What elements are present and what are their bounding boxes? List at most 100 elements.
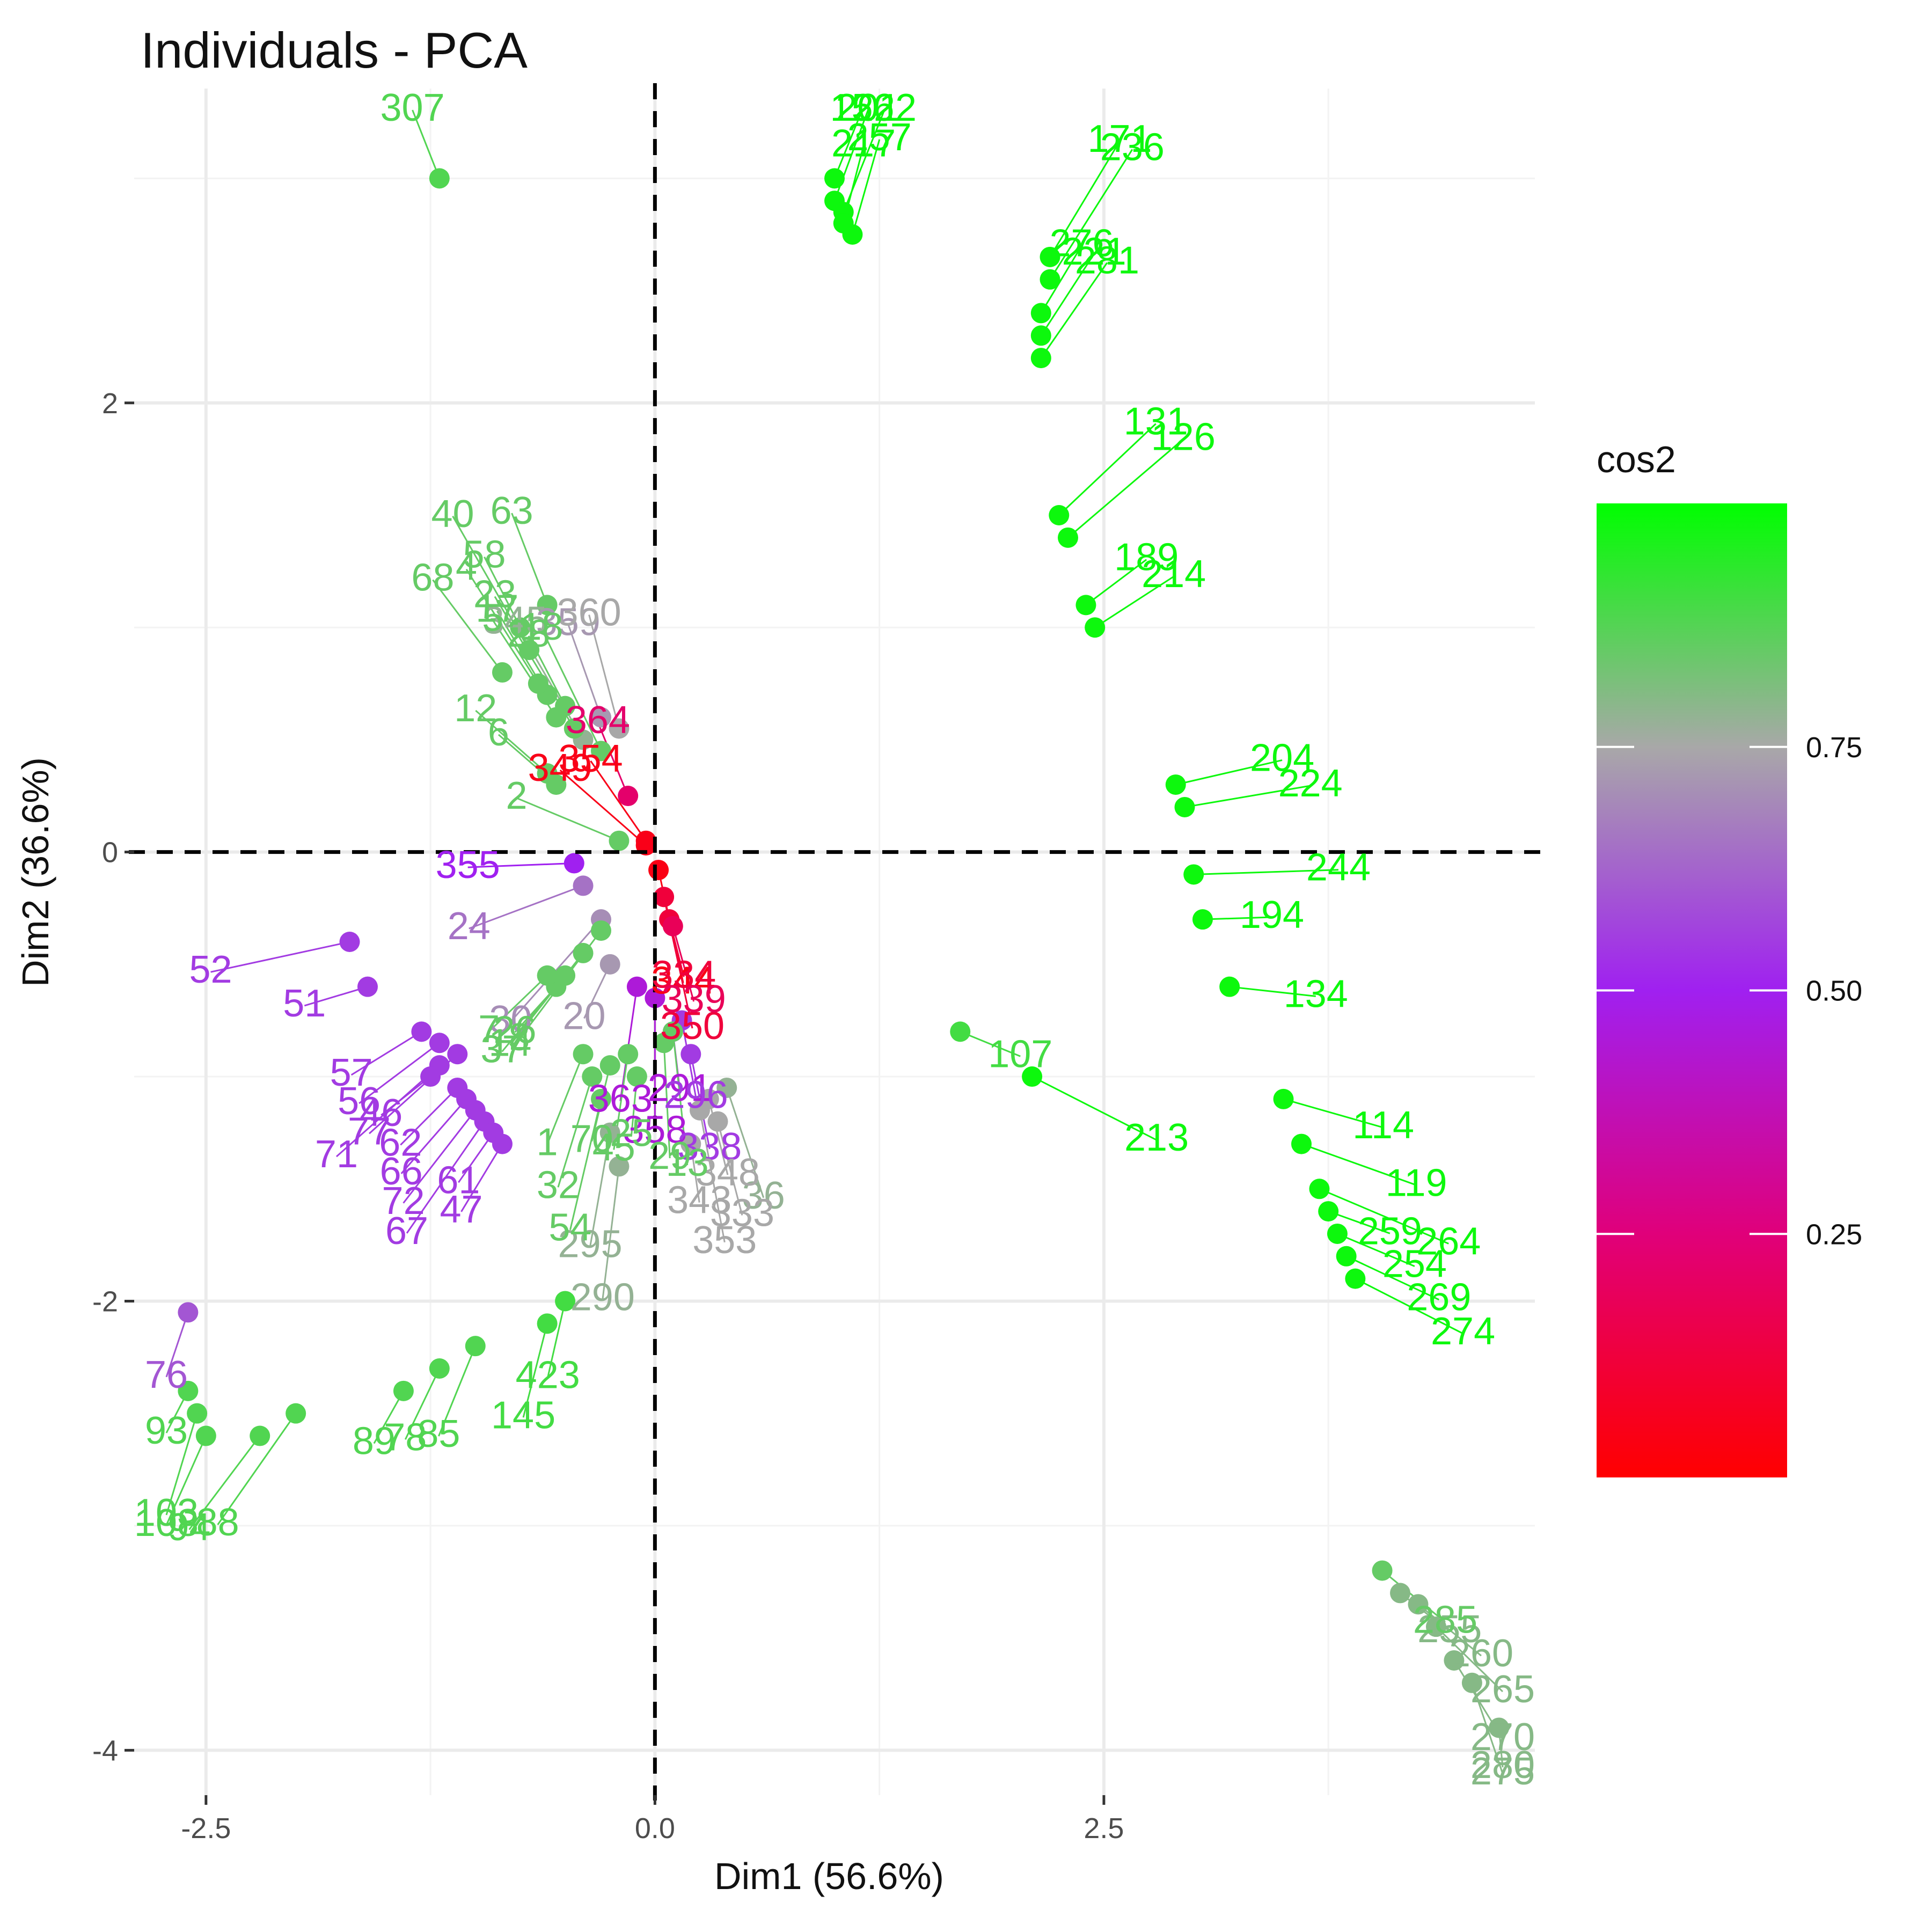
point-108 [195,1425,216,1446]
leader-line-269 [1346,1255,1439,1301]
leader-line-67 [406,1121,485,1234]
point-156 [824,168,845,189]
point-4 [528,673,548,694]
point-label-296: 296 [664,1073,728,1116]
y-tick-label: 2 [102,387,118,420]
point-label-254: 254 [1382,1243,1447,1286]
leader-line-236 [1049,149,1133,280]
point-label-7: 7 [478,1008,500,1051]
leader-line-52 [210,941,350,973]
point-25 [626,1066,647,1087]
leader-line-12 [475,709,548,774]
point-114 [1273,1088,1294,1109]
y-tick-label: -4 [92,1735,118,1767]
point-23 [564,718,584,739]
point-label-46: 46 [360,1092,402,1135]
point-label-334: 334 [652,953,716,996]
leader-line-276 [1040,245,1082,314]
point-37 [555,965,576,986]
point-label-348: 348 [696,1151,760,1194]
leader-line-359 [567,624,602,718]
legend-tick-label: 0.50 [1806,975,1862,1007]
point-label-291: 291 [648,1067,712,1110]
point-77 [447,1044,468,1065]
leader-line-333 [717,1121,743,1216]
point-20 [599,954,620,975]
point-12 [537,763,558,784]
leader-line-194 [1202,916,1272,920]
point-285 [1372,1560,1393,1581]
leader-line-103 [165,1413,198,1516]
x-axis-title: Dim1 (56.6%) [714,1855,944,1897]
point-13 [662,1021,683,1042]
point-labels: 3643543493443503343393553633582912963382… [134,86,1535,1793]
point-364 [618,786,639,807]
point-94 [250,1425,270,1446]
point-355 [564,853,584,874]
point-label-259: 259 [1358,1210,1422,1253]
leader-line-355 [467,862,574,868]
point-47 [492,1133,513,1154]
point-70 [599,1055,620,1076]
point-label-201: 201 [836,86,900,129]
point-270 [1444,1650,1465,1671]
point-label-204: 204 [1250,736,1314,779]
data-points [178,168,1510,1738]
point-171 [1040,246,1060,267]
leader-line-32 [557,1076,593,1188]
leader-line-46 [380,1075,431,1116]
point-423 [555,1291,576,1312]
point-label-36: 36 [742,1174,785,1217]
point-145 [537,1313,558,1334]
point-label-285: 285 [1413,1599,1477,1642]
point-label-349: 349 [528,747,592,789]
legend-title: cos2 [1597,438,1676,480]
point-359 [591,707,611,728]
point-281 [1030,348,1051,369]
point-label-52: 52 [189,948,232,991]
leader-line-58 [484,557,521,628]
point-264 [1309,1179,1330,1199]
point-label-126: 126 [1151,415,1216,458]
point-label-354: 354 [559,737,623,780]
point-label-275: 275 [1470,1750,1535,1793]
point-label-63: 63 [491,489,533,532]
cos2-legend: cos2 0.25 0.50 0.75 [1597,438,1862,1477]
point-label-274: 274 [1431,1310,1495,1353]
leader-line-88 [217,1413,297,1525]
point-label-344: 344 [651,960,715,1002]
point-label-61: 61 [437,1159,480,1202]
leader-line-260 [1417,1604,1482,1657]
leader-line-4 [465,568,539,684]
point-label-6: 6 [488,711,509,754]
leader-line-265 [1435,1626,1504,1693]
leader-line-295 [589,1132,611,1247]
leader-line-348 [708,1099,729,1175]
point-label-20: 20 [562,995,605,1038]
point-265 [1425,1616,1446,1637]
leader-line-307 [412,109,441,179]
leader-line-56 [358,1042,440,1104]
point-339 [662,916,683,936]
point-254 [1327,1223,1348,1244]
point-label-345: 345 [483,599,547,642]
point-label-68: 68 [411,556,454,599]
point-label-2: 2 [506,774,528,817]
leader-line-1 [546,1053,584,1145]
point-40 [519,640,540,661]
point-label-255: 255 [1417,1608,1482,1651]
point-24 [573,875,594,896]
leader-line-24 [469,884,584,930]
point-label-29: 29 [648,1135,691,1177]
leader-line-76 [165,1312,189,1378]
point-88 [286,1403,306,1424]
point-label-51: 51 [283,982,326,1025]
point-label-221: 221 [1062,230,1126,273]
label-leader-lines [165,109,1504,1774]
point-label-295: 295 [558,1223,623,1266]
point-54 [591,1088,611,1109]
point-label-14: 14 [488,1021,531,1064]
point-label-4: 4 [456,546,477,589]
point-280 [1489,1717,1510,1738]
